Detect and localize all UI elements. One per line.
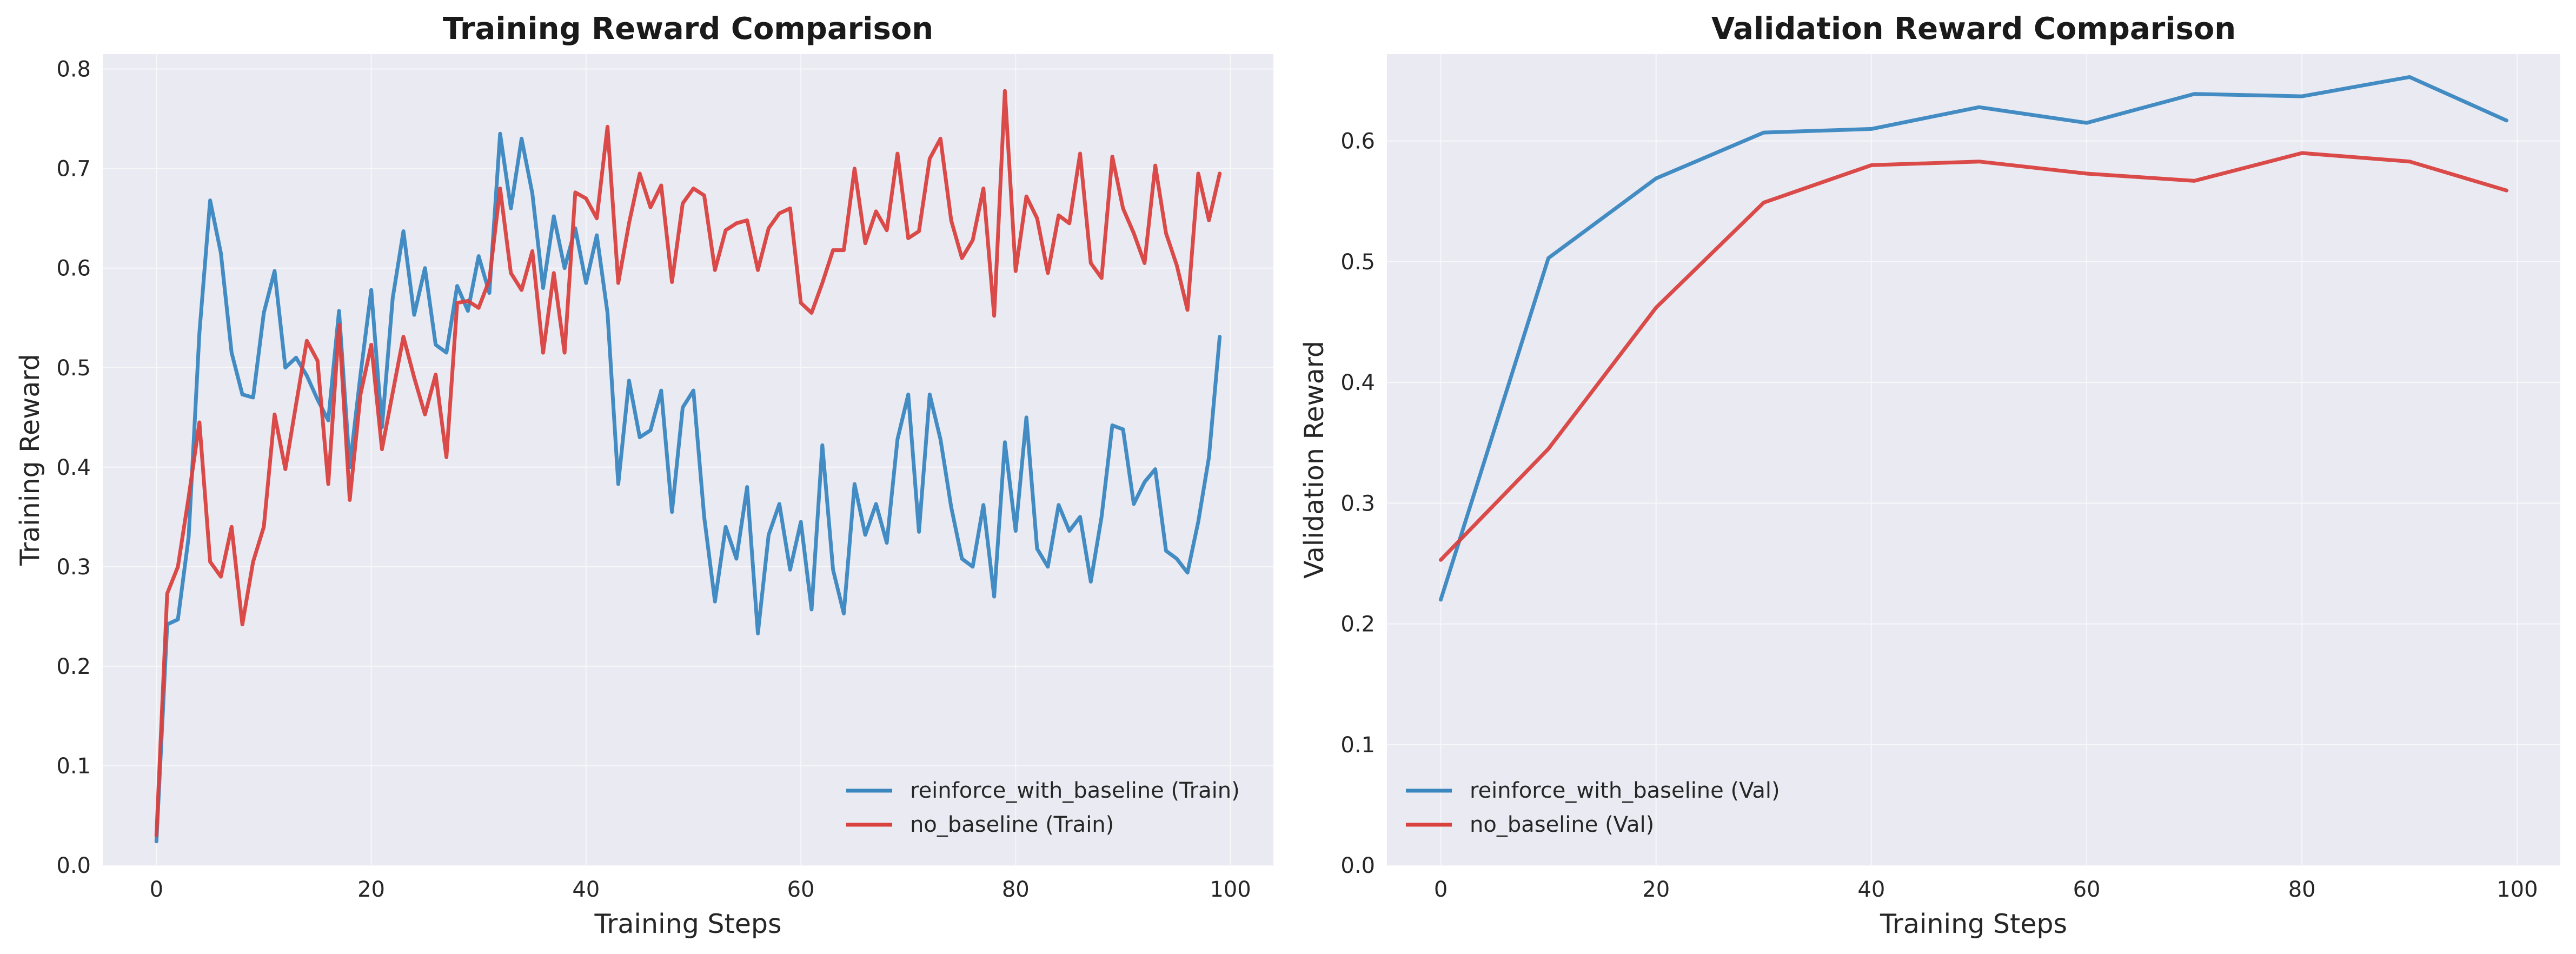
series-line-no-baseline [1439,151,2508,562]
validation-reward-panel: Validation Reward Comparison Training St… [1299,11,2560,939]
y-axis-label: Validation Reward [1299,341,1330,579]
x-tick-label: 40 [1857,877,1885,902]
y-tick-label: 0.5 [1340,250,1375,275]
training-reward-panel: Training Reward Comparison Training Step… [15,11,1273,939]
y-tick-label: 0.5 [56,356,91,381]
x-axis-label: Training Steps [594,909,781,939]
x-tick-label: 20 [1642,877,1670,902]
x-tick-label: 0 [1434,877,1448,902]
plot-background [103,54,1273,865]
chart-title: Training Reward Comparison [443,11,933,47]
x-tick-label: 40 [572,877,600,902]
x-tick-label: 60 [2073,877,2101,902]
y-tick-label: 0.2 [56,654,91,679]
y-tick-label: 0.6 [56,256,91,281]
x-tick-label: 100 [2497,877,2538,902]
chart-title: Validation Reward Comparison [1711,11,2236,47]
plot-area [103,54,1273,866]
x-tick-label: 0 [150,877,163,902]
y-tick-label: 0.0 [1340,853,1375,878]
plot-background [1387,54,2560,865]
y-tick-label: 0.4 [1340,370,1375,395]
legend-label: no_baseline (Val) [1470,812,1654,837]
x-tick-label: 20 [357,877,385,902]
series-line-reinforce-with-baseline [1439,75,2508,602]
legend-label: no_baseline (Train) [910,812,1114,837]
y-tick-label: 0.7 [56,157,91,182]
legend-label: reinforce_with_baseline (Val) [1470,778,1780,803]
y-tick-label: 0.1 [56,754,91,779]
y-tick-label: 0.8 [56,57,91,82]
series-line-no-baseline [154,89,1222,838]
plot-area [1387,54,2560,866]
x-tick-label: 80 [1002,877,1030,902]
y-axis-label: Training Reward [15,354,45,566]
y-tick-label: 0.3 [56,555,91,580]
x-tick-label: 60 [787,877,815,902]
y-tick-label: 0.4 [56,455,91,480]
y-tick-label: 0.0 [56,853,91,878]
y-tick-label: 0.3 [1340,491,1375,516]
y-tick-label: 0.2 [1340,612,1375,637]
y-tick-label: 0.1 [1340,733,1375,758]
x-tick-label: 100 [1210,877,1251,902]
y-tick-label: 0.6 [1340,129,1375,154]
x-axis-label: Training Steps [1880,909,2067,939]
legend-label: reinforce_with_baseline (Train) [910,778,1240,803]
series-line-reinforce-with-baseline [154,131,1222,844]
x-tick-label: 80 [2288,877,2316,902]
